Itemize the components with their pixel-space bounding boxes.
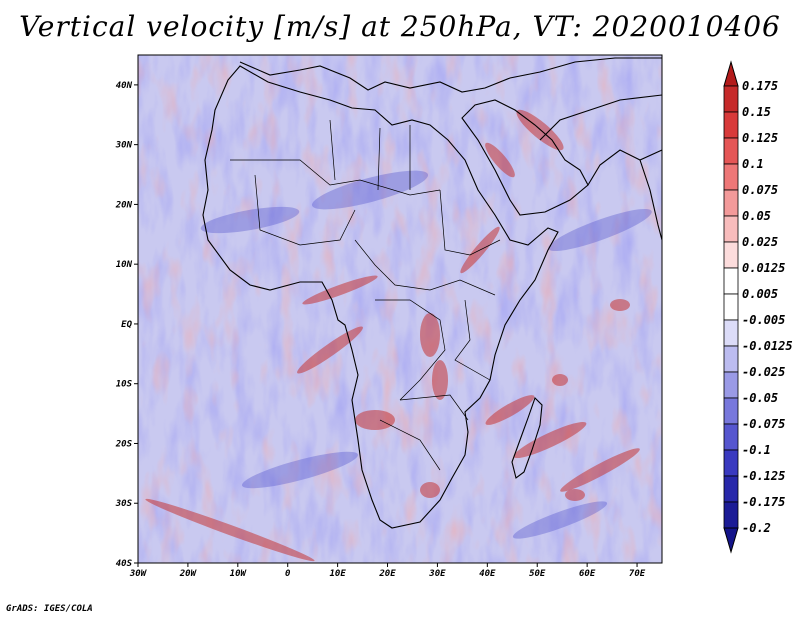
- ascent-streak: [297, 326, 363, 374]
- descent-streak: [311, 170, 429, 210]
- longitude-axis: 30W 20W 10W 0 10E 20E 30E 40E 50E 60E 70E: [129, 563, 646, 579]
- lon-tick-label: 20W: [179, 569, 198, 579]
- lat-tick-label: 30N: [115, 141, 133, 151]
- colorbar-box: [723, 501, 739, 529]
- ascent-streak: [420, 482, 440, 498]
- ascent-streak: [355, 410, 395, 430]
- lat-tick-label: 10N: [116, 260, 133, 270]
- colorbar-label: -0.05: [742, 391, 778, 405]
- colorbar-label: -0.025: [742, 365, 785, 379]
- descent-streak: [200, 206, 300, 234]
- lat-tick-label: 40N: [116, 81, 133, 91]
- lon-tick-label: 40E: [479, 569, 496, 579]
- colorbar-label: 0.005: [742, 287, 778, 301]
- lon-tick-label: 10E: [329, 569, 346, 579]
- ascent-streak: [302, 275, 378, 305]
- descent-streak: [512, 501, 608, 539]
- ascent-streak: [485, 142, 515, 178]
- footer-credit: GrADS: IGES/COLA: [6, 604, 93, 614]
- colorbar-label: 0.125: [742, 131, 778, 145]
- colorbar-box: [723, 137, 739, 165]
- latitude-axis: 40N 30N 20N 10N EQ 10S 20S 30S 40S: [115, 81, 138, 569]
- lon-tick-label: 30E: [428, 569, 446, 579]
- ascent-texture: [138, 55, 662, 563]
- lat-tick-label: 20N: [115, 200, 133, 210]
- descent-streak: [548, 208, 652, 252]
- country-borders: [230, 119, 501, 471]
- map-frame: [137, 54, 663, 564]
- colorbar-top-arrow: [723, 60, 739, 87]
- colorbar-label: -0.0125: [742, 339, 793, 353]
- india-outline: [639, 159, 662, 241]
- colorbar-label: 0.15: [742, 105, 771, 119]
- africa-outline: [202, 65, 559, 529]
- colorbar-box: [723, 241, 739, 269]
- colorbar-label: -0.125: [742, 469, 785, 483]
- colorbar-label: -0.1: [742, 443, 771, 457]
- lon-tick-label: 30W: [129, 569, 148, 579]
- colorbar-box: [723, 319, 739, 347]
- lon-tick-label: 60E: [579, 569, 596, 579]
- lon-tick-label: 50E: [529, 569, 546, 579]
- lat-tick-label: 20S: [115, 439, 133, 449]
- ascent-streak: [560, 448, 640, 492]
- lat-tick-label: 30S: [115, 499, 133, 509]
- colorbar-label: -0.005: [742, 313, 785, 327]
- ascent-streak: [432, 360, 448, 400]
- colorbar-box: [723, 449, 739, 477]
- asia-outline: [539, 94, 662, 186]
- lat-tick-label: 40S: [116, 559, 133, 569]
- ascent-streak: [420, 313, 440, 357]
- europe-outline: [239, 57, 662, 93]
- ascent-streak: [145, 498, 315, 562]
- lat-tick-label: 10S: [116, 380, 133, 390]
- lon-tick-label: 0: [285, 569, 291, 579]
- lon-tick-label: 10W: [230, 569, 248, 579]
- colorbar-box: [723, 345, 739, 373]
- velocity-field-map: [138, 55, 662, 563]
- coastlines: [202, 57, 662, 529]
- lon-tick-label: 20E: [378, 569, 396, 579]
- arabia-outline: [461, 99, 589, 216]
- ascent-streak: [552, 374, 568, 386]
- colorbar: 0.175 0.15 0.125 0.1 0.075 0.05 0.025 0.0125 0.0…: [723, 60, 793, 554]
- ascent-streak: [565, 489, 585, 501]
- colorbar-box: [723, 85, 739, 113]
- colorbar-box: [723, 371, 739, 399]
- colorbar-label: 0.0125: [742, 261, 785, 275]
- map-title: Vertical velocity [m/s] at 250hPa, VT: 2…: [19, 10, 781, 43]
- colorbar-box: [723, 293, 739, 321]
- colorbar-label: -0.2: [742, 521, 771, 535]
- colorbar-label: 0.075: [742, 183, 778, 197]
- colorbar-label: -0.175: [742, 495, 785, 509]
- colorbar-box: [723, 397, 739, 425]
- colorbar-box: [723, 111, 739, 139]
- lat-tick-label: EQ: [121, 320, 132, 330]
- colorbar-label: -0.075: [742, 417, 785, 431]
- lon-tick-label: 70E: [629, 569, 646, 579]
- madagascar-outline: [511, 396, 543, 479]
- colorbar-box: [723, 267, 739, 295]
- colorbar-box: [723, 189, 739, 217]
- colorbar-box: [723, 163, 739, 191]
- colorbar-bottom-arrow: [723, 527, 739, 554]
- colorbar-label: 0.025: [742, 235, 778, 249]
- colorbar-box: [723, 215, 739, 243]
- colorbar-box: [723, 475, 739, 503]
- ascent-streak: [610, 299, 630, 311]
- colorbar-box: [723, 423, 739, 451]
- colorbar-label: 0.1: [742, 157, 764, 171]
- descent-streak: [241, 451, 359, 489]
- colorbar-label: 0.175: [742, 79, 778, 93]
- colorbar-label: 0.05: [742, 209, 771, 223]
- ascent-streak: [485, 395, 535, 425]
